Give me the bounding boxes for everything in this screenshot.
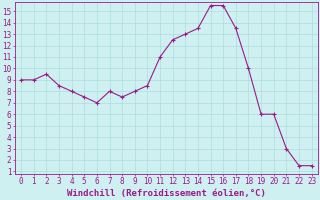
- X-axis label: Windchill (Refroidissement éolien,°C): Windchill (Refroidissement éolien,°C): [67, 189, 266, 198]
